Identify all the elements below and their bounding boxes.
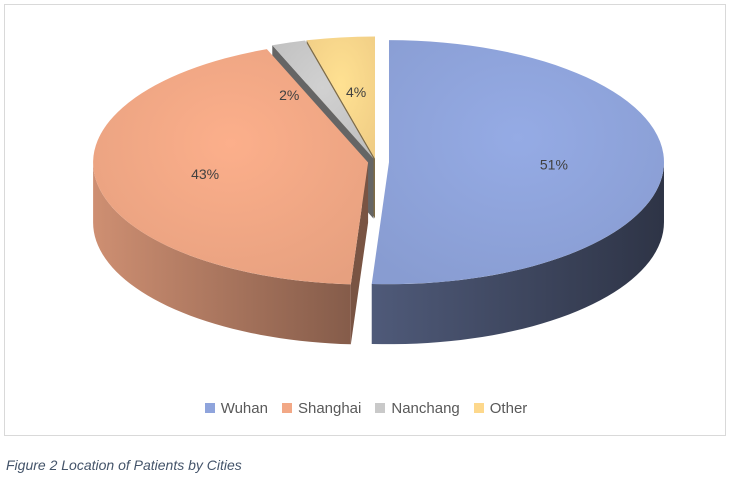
legend-item-shanghai: Shanghai	[281, 399, 362, 417]
pie-slice-wuhan	[371, 40, 664, 285]
legend-item-wuhan: Wuhan	[204, 399, 268, 417]
pie-tops	[93, 36, 664, 285]
pie-side-wuhan	[371, 162, 664, 345]
pie-slice-other	[306, 36, 375, 159]
chart-frame: 51% 43% 2% 4% Wuhan Shanghai Nanchang Other	[4, 4, 726, 436]
chart-legend: Wuhan Shanghai Nanchang Other	[5, 398, 727, 418]
pie-cut-face	[350, 162, 369, 345]
pie-slice-nanchang	[272, 40, 374, 159]
pie-data-labels: 51% 43% 2% 4%	[191, 84, 568, 182]
data-label-other: 4%	[346, 84, 366, 100]
legend-label: Nanchang	[391, 399, 460, 417]
legend-item-nanchang: Nanchang	[375, 399, 460, 417]
legend-label: Shanghai	[297, 399, 362, 417]
legend-swatch	[281, 403, 292, 413]
legend-swatch	[473, 403, 484, 413]
data-label-nanchang: 2%	[279, 87, 299, 103]
legend-swatch	[204, 403, 215, 413]
pie-chart: 51% 43% 2% 4%	[93, 36, 664, 345]
data-label-wuhan: 51%	[540, 157, 568, 173]
legend-label: Wuhan	[220, 399, 268, 417]
legend-swatch	[375, 403, 386, 413]
pie-slice-shanghai	[93, 49, 369, 285]
legend-label: Other	[489, 399, 528, 417]
pie-side-shanghai	[93, 162, 351, 345]
data-label-shanghai: 43%	[191, 166, 219, 182]
legend-item-other: Other	[473, 399, 528, 417]
figure-caption: Figure 2 Location of Patients by Cities	[6, 457, 242, 473]
